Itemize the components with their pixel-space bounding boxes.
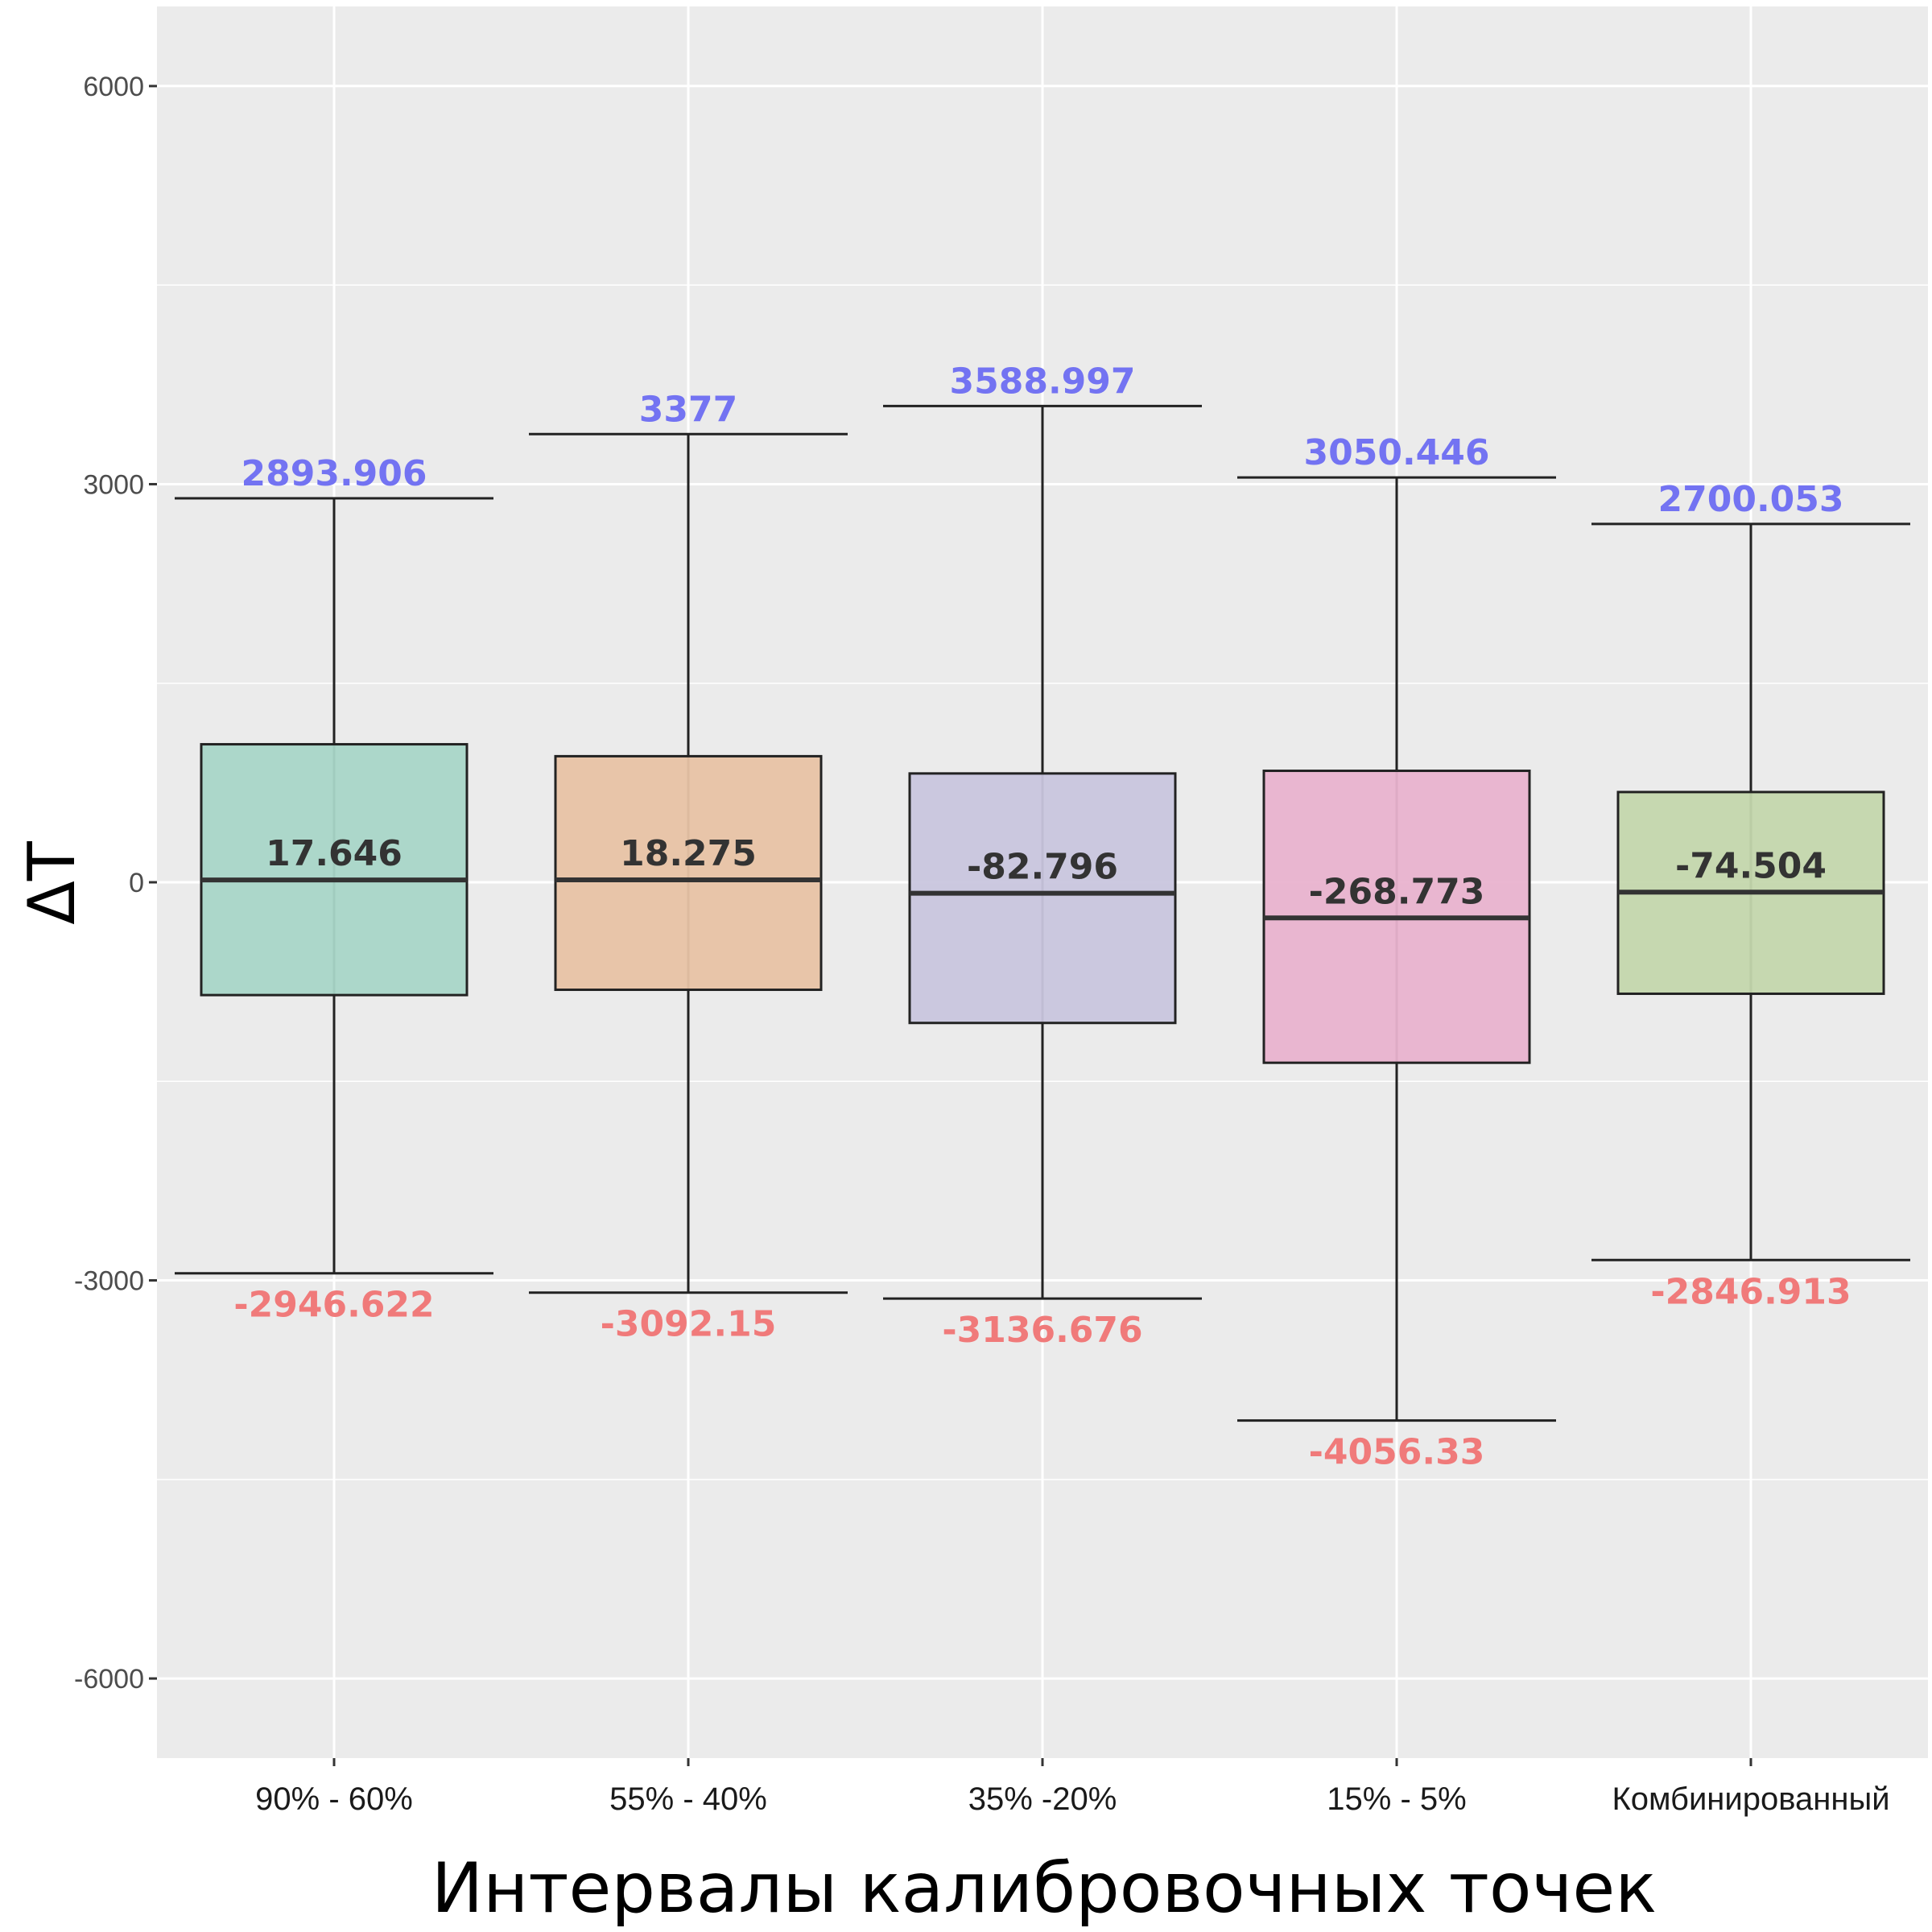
y-axis-title: ΔT — [14, 840, 89, 925]
y-tick-label: 3000 — [83, 469, 144, 500]
median-value-label: 17.646 — [266, 833, 402, 874]
box-2: 3377 18.275 -3092.15 — [529, 389, 848, 1345]
x-axis: 90% - 60% 55% - 40% 35% -20% 15% - 5% Комбин… — [255, 1758, 1890, 1817]
median-value-label: -74.504 — [1675, 845, 1827, 886]
box-rect — [908, 772, 1177, 1025]
min-value-label: -2846.913 — [1650, 1271, 1851, 1312]
x-tick-label: Комбинированный — [1612, 1781, 1889, 1817]
median-value-label: -82.796 — [967, 847, 1118, 888]
box-3: 3588.997 -82.796 -3136.676 — [883, 361, 1202, 1351]
min-value-label: -3092.15 — [601, 1304, 777, 1345]
box-rect — [200, 743, 469, 997]
y-tick-label: 0 — [129, 868, 144, 898]
y-tick-label: -3000 — [74, 1266, 144, 1297]
max-value-label: 2893.906 — [241, 453, 427, 494]
median-value-label: 18.275 — [620, 833, 757, 874]
box-4: 3050.446 -268.773 -4056.33 — [1237, 432, 1556, 1473]
box-5: 2700.053 -74.504 -2846.913 — [1591, 479, 1910, 1312]
max-value-label: 3588.997 — [949, 361, 1135, 402]
max-value-label: 3377 — [639, 389, 737, 430]
min-value-label: -2946.622 — [233, 1285, 434, 1326]
max-value-label: 3050.446 — [1303, 432, 1489, 473]
median-value-label: -268.773 — [1309, 871, 1485, 912]
min-value-label: -3136.676 — [942, 1310, 1142, 1351]
x-tick-label: 35% -20% — [968, 1781, 1117, 1817]
y-tick-label: -6000 — [74, 1664, 144, 1695]
y-axis: 6000 3000 0 -3000 -6000 — [74, 72, 157, 1695]
x-axis-title: Интервалы калибровочных точек — [431, 1848, 1657, 1929]
y-tick-label: 6000 — [83, 72, 144, 102]
x-tick-label: 90% - 60% — [255, 1781, 413, 1817]
box-rect — [554, 754, 823, 992]
boxes-group: 2893.906 17.646 -2946.622 3377 18.275 -3092.1… — [175, 361, 1910, 1473]
min-value-label: -4056.33 — [1309, 1432, 1485, 1473]
x-tick-label: 15% - 5% — [1327, 1781, 1466, 1817]
max-value-label: 2700.053 — [1657, 479, 1843, 520]
x-tick-label: 55% - 40% — [609, 1781, 767, 1817]
box-1: 2893.906 17.646 -2946.622 — [175, 453, 493, 1326]
